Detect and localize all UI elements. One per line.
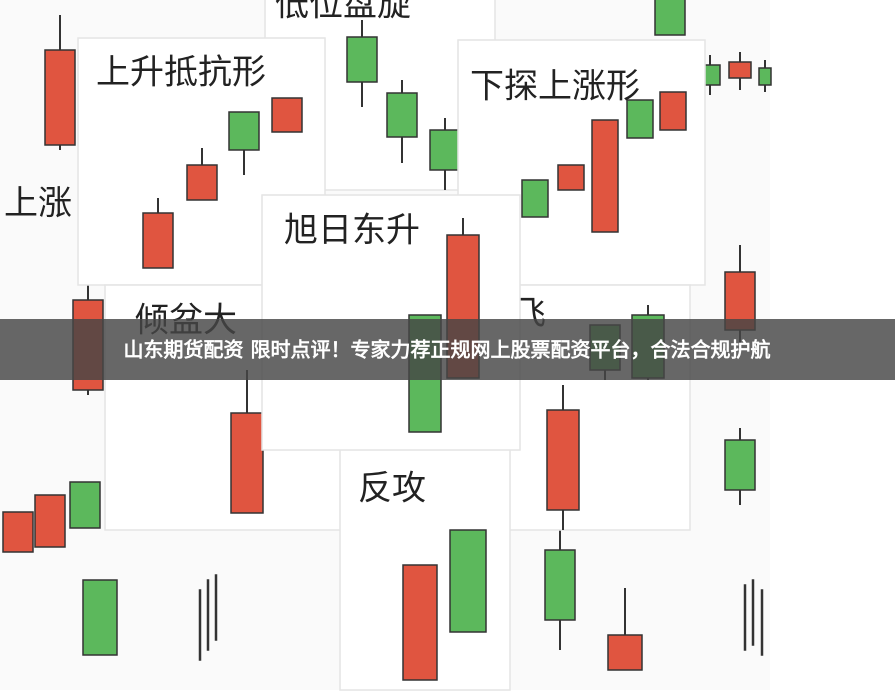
candle-body <box>758 67 772 86</box>
card-candles <box>402 529 487 681</box>
candle-body <box>34 494 66 548</box>
candle-body <box>228 111 260 151</box>
candle-body <box>521 179 549 218</box>
candle-body <box>544 549 576 621</box>
candle-body <box>654 0 686 36</box>
candle-body <box>2 511 34 553</box>
card-candles <box>142 97 303 269</box>
candle-body <box>659 91 687 131</box>
card-candles <box>230 370 264 514</box>
candle-body <box>449 529 487 633</box>
candle-body <box>429 129 461 171</box>
candle-body <box>724 439 756 491</box>
candle-body <box>386 92 418 138</box>
card-label: 上涨 <box>4 184 72 224</box>
card-label: 旭日东升 <box>284 211 420 251</box>
candle-body <box>230 412 264 514</box>
candle-body <box>44 49 76 146</box>
candle-body <box>82 579 118 656</box>
candle-body <box>751 579 755 646</box>
candle-body <box>206 579 210 651</box>
card-candles <box>521 91 687 233</box>
candle-body <box>346 36 378 83</box>
card-label: 上升抵抗形 <box>96 53 266 93</box>
candle-body <box>402 564 438 681</box>
candle-body <box>271 97 303 133</box>
candle-body <box>760 589 764 656</box>
candle-body <box>186 164 218 201</box>
banner <box>0 319 895 380</box>
candle-body <box>557 164 585 191</box>
card-label: 反攻 <box>358 469 426 509</box>
card-label: 低位盘旋 <box>275 0 411 25</box>
candle-body <box>214 574 218 641</box>
candle-body <box>607 634 643 671</box>
card-label: 下探上涨形 <box>470 67 640 107</box>
candle-body <box>142 212 174 269</box>
card-candles <box>346 20 461 190</box>
candle-body <box>69 481 101 529</box>
candle-body <box>728 61 752 79</box>
candle-body <box>591 119 619 233</box>
candle-body <box>198 589 202 661</box>
banner-text: 山东期货配资 限时点评！专家力荐正规网上股票配资平台，合法合规护航 <box>124 338 771 362</box>
candle-body <box>546 409 580 511</box>
candle-body <box>743 584 747 651</box>
candle-body <box>626 99 654 139</box>
